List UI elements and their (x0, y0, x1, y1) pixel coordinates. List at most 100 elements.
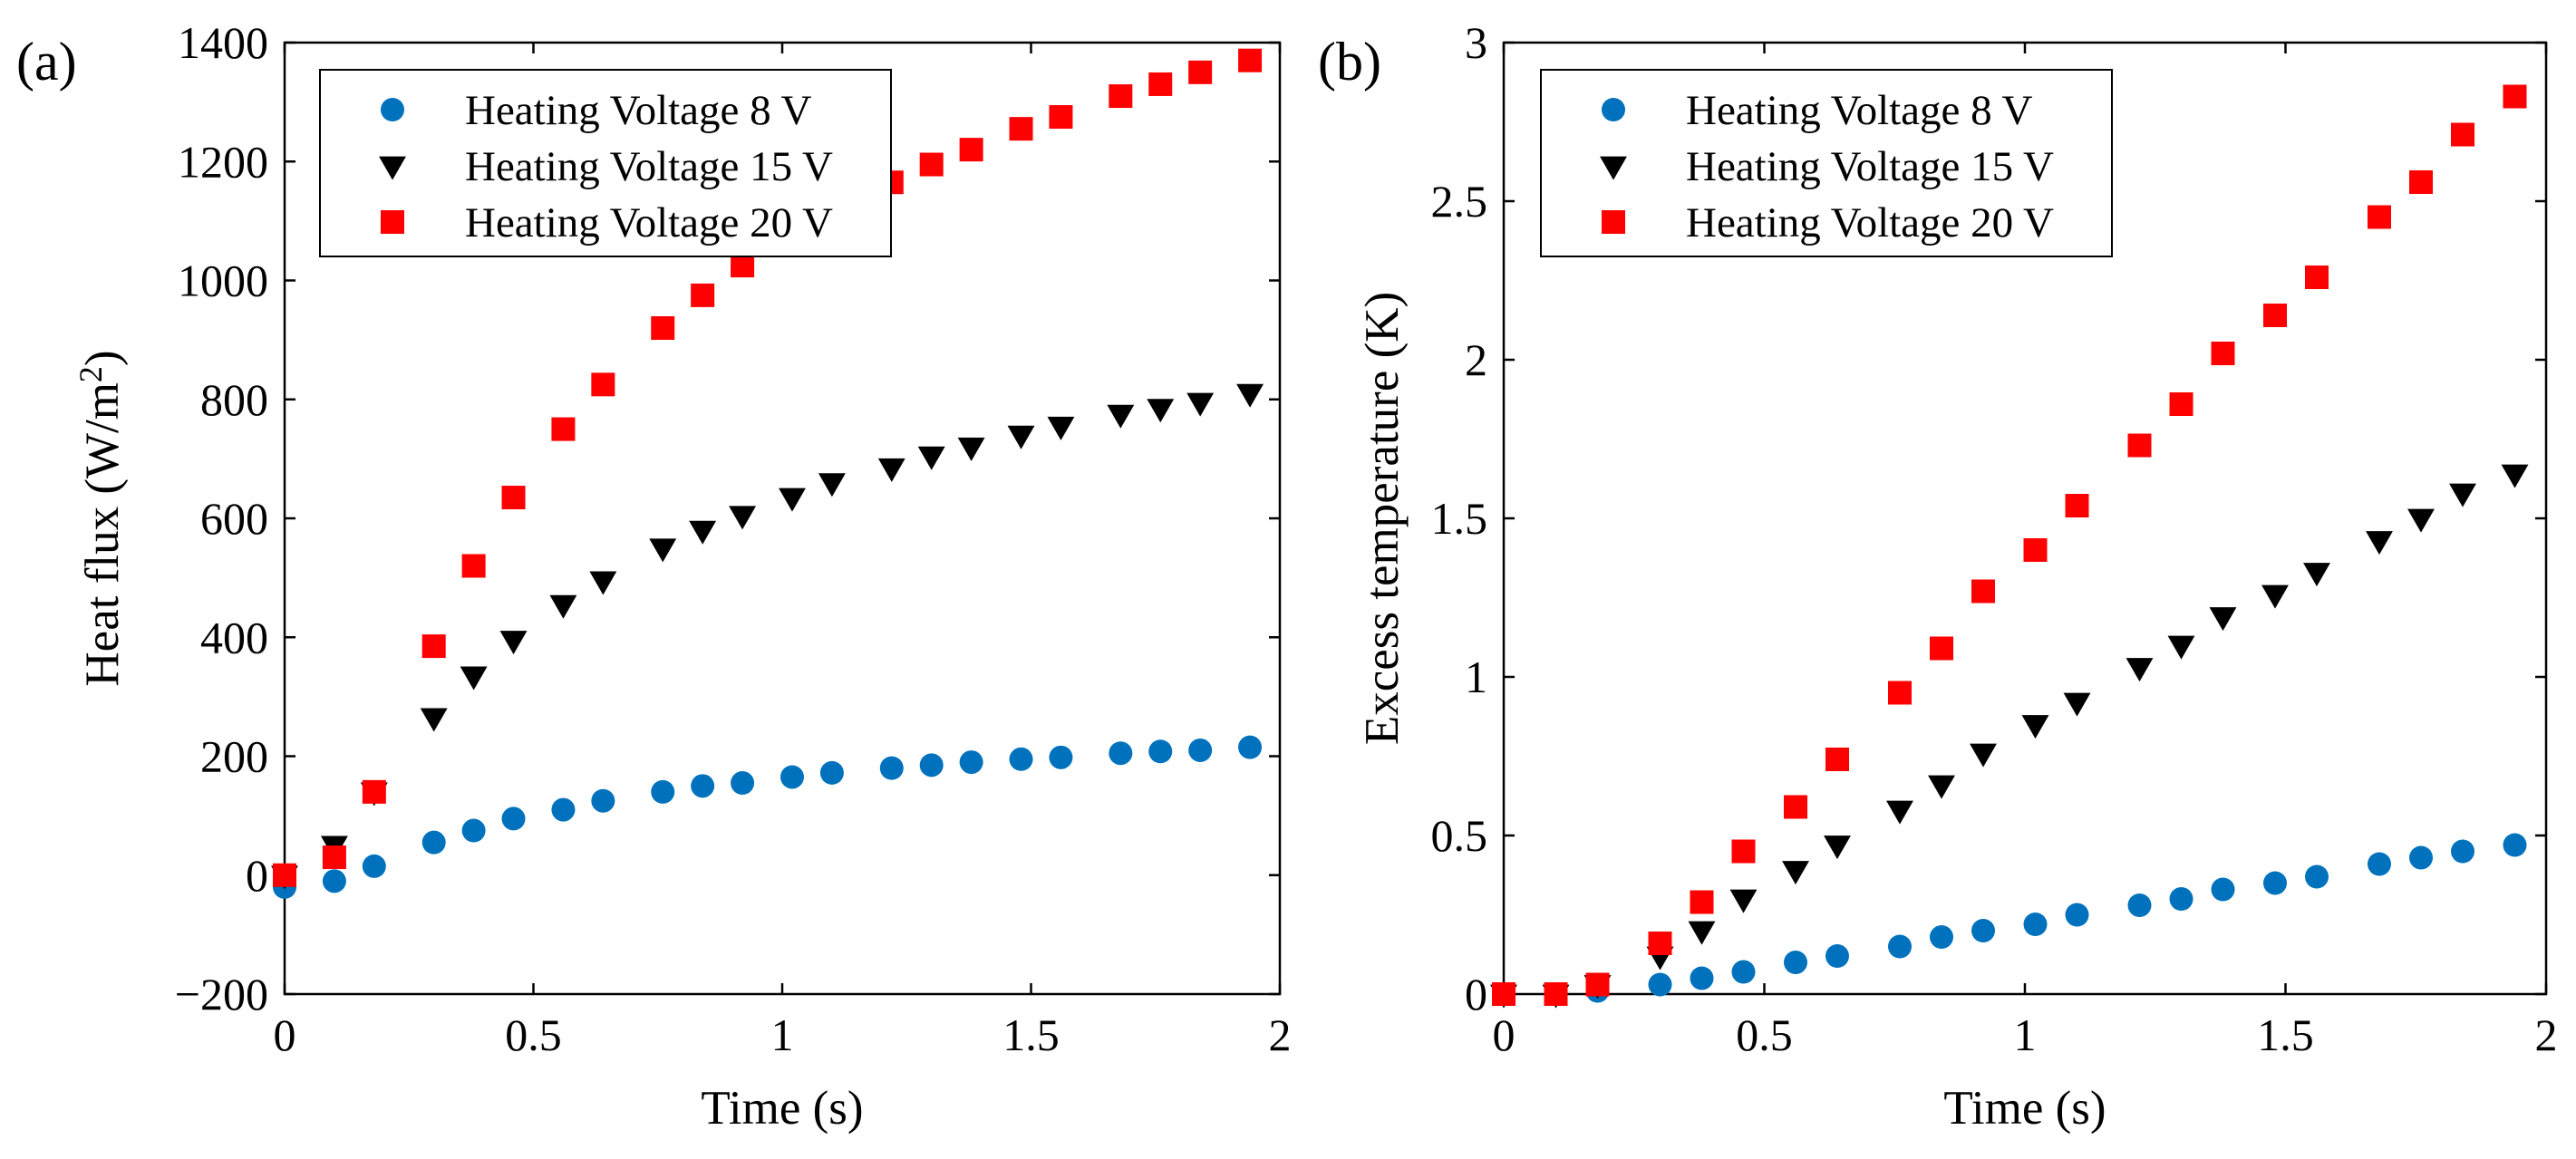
legend-label: Heating Voltage 8 V (1686, 87, 2033, 134)
y-tick-label: 3 (1465, 17, 1487, 68)
data-point-square (2368, 205, 2391, 229)
data-point-circle (501, 806, 526, 831)
data-point-square (501, 486, 526, 510)
data-point-square (1731, 839, 1756, 864)
data-point-triangle-down (1729, 889, 1758, 913)
data-point-triangle-down (2501, 464, 2529, 488)
data-point-square (2409, 170, 2433, 194)
y-tick-label: 1 (1465, 652, 1487, 702)
data-point-square (1784, 795, 1807, 819)
x-tick-label: 0 (1493, 1009, 1516, 1060)
data-point-square (322, 845, 346, 870)
data-point-triangle-down (1688, 921, 1716, 945)
data-point-circle (2503, 833, 2527, 857)
x-tick-label: 1.5 (1002, 1009, 1060, 1060)
data-point-square (1585, 972, 1610, 997)
data-point-triangle-down (1886, 800, 1913, 825)
data-point-triangle-down (1824, 835, 1851, 860)
data-point-circle (1238, 735, 1263, 759)
data-point-square (1188, 60, 1213, 84)
data-point-square (2023, 538, 2048, 562)
data-point-triangle-down (2167, 635, 2195, 660)
legend-items-b: Heating Voltage 8 V Heating Voltage 15 V H… (1600, 87, 2054, 246)
y-tick-label: −200 (175, 969, 268, 1019)
data-point-circle (1049, 745, 1073, 769)
data-point-triangle-down (779, 488, 806, 512)
data-point-triangle-down (1928, 775, 1955, 799)
data-point-square (2169, 392, 2193, 416)
data-point-circle (461, 818, 486, 843)
x-tick-label: 2 (2535, 1009, 2558, 1060)
data-point-square (461, 554, 486, 578)
data-point-triangle-down (2407, 508, 2435, 533)
y-axis-title-a-close: ) (76, 350, 129, 366)
data-point-square (273, 863, 296, 887)
data-point-square (919, 152, 944, 177)
panel-label-b: (b) (1318, 32, 1381, 92)
data-point-triangle-down (549, 594, 577, 619)
data-point-square (691, 283, 715, 307)
panel-label-a: (a) (16, 32, 77, 92)
data-point-triangle-down (460, 666, 488, 691)
legend-label: Heating Voltage 8 V (465, 87, 812, 134)
data-point-triangle-down (1047, 416, 1075, 440)
data-point-square (1930, 636, 1953, 661)
data-point-square (1971, 579, 1995, 604)
data-point-triangle-down (2126, 658, 2154, 682)
chart-b-excess-temperature: (b) 0 0.5 1 1.5 2 2.5 3 0 0.5 1 1.5 2 Time (s) Exc… (1318, 17, 2558, 1135)
data-point-circle (1148, 739, 1173, 764)
data-point-triangle-down (2063, 692, 2091, 717)
series-group-b (1490, 84, 2529, 1009)
legend-label: Heating Voltage 15 V (465, 143, 833, 190)
data-point-circle (1930, 925, 1953, 949)
x-tick-label: 1 (2014, 1009, 2037, 1060)
data-point-circle (1648, 972, 1672, 997)
legend-label: Heating Voltage 20 V (465, 199, 833, 246)
y-axis-title-a: Heat flux (W/m2) (73, 350, 129, 686)
data-point-square (1492, 982, 1516, 1006)
data-point-circle (1690, 966, 1714, 990)
data-point-triangle-down (499, 631, 528, 655)
x-tick-label: 1.5 (2257, 1009, 2314, 1060)
y-axis-title-a-sup: 2 (73, 366, 109, 382)
x-tick-label: 0 (274, 1009, 296, 1060)
data-point-circle (731, 771, 755, 796)
data-point-circle (879, 756, 904, 780)
legend-marker-square (1602, 210, 1625, 234)
data-point-triangle-down (649, 538, 677, 563)
data-point-triangle-down (1970, 743, 1997, 768)
legend-marker-triangle-down (1600, 156, 1627, 180)
data-point-square (959, 138, 983, 162)
data-point-square (1825, 748, 1849, 771)
data-point-circle (2169, 887, 2193, 911)
data-point-circle (2409, 845, 2433, 870)
data-point-circle (362, 854, 386, 878)
data-point-square (591, 372, 615, 397)
legend-marker-triangle-down (379, 156, 406, 180)
data-point-circle (1888, 934, 1912, 959)
data-point-triangle-down (2209, 607, 2237, 632)
data-point-triangle-down (2303, 563, 2330, 587)
y-tick-label: 400 (200, 612, 268, 662)
data-point-circle (919, 753, 944, 777)
legend-b: Heating Voltage 8 V Heating Voltage 15 V H… (1540, 69, 2113, 257)
data-point-square (551, 417, 576, 441)
data-point-square (2263, 304, 2287, 327)
legend-box-a (319, 69, 892, 257)
data-point-circle (591, 788, 615, 813)
data-point-circle (2065, 903, 2089, 927)
data-point-triangle-down (589, 571, 617, 595)
data-point-square (362, 779, 386, 804)
data-point-triangle-down (818, 473, 846, 497)
data-point-triangle-down (1782, 861, 1809, 885)
x-tick-label: 2 (1269, 1009, 1292, 1060)
legend-marker-circle (1602, 98, 1625, 121)
data-point-triangle-down (917, 446, 945, 470)
data-point-circle (1188, 738, 1213, 762)
data-point-square (1690, 890, 1714, 914)
series-circle (273, 735, 1263, 899)
y-tick-label: 1400 (178, 17, 268, 68)
data-point-triangle-down (957, 437, 985, 461)
legend-marker-square (381, 210, 404, 234)
data-point-triangle-down (689, 520, 717, 545)
